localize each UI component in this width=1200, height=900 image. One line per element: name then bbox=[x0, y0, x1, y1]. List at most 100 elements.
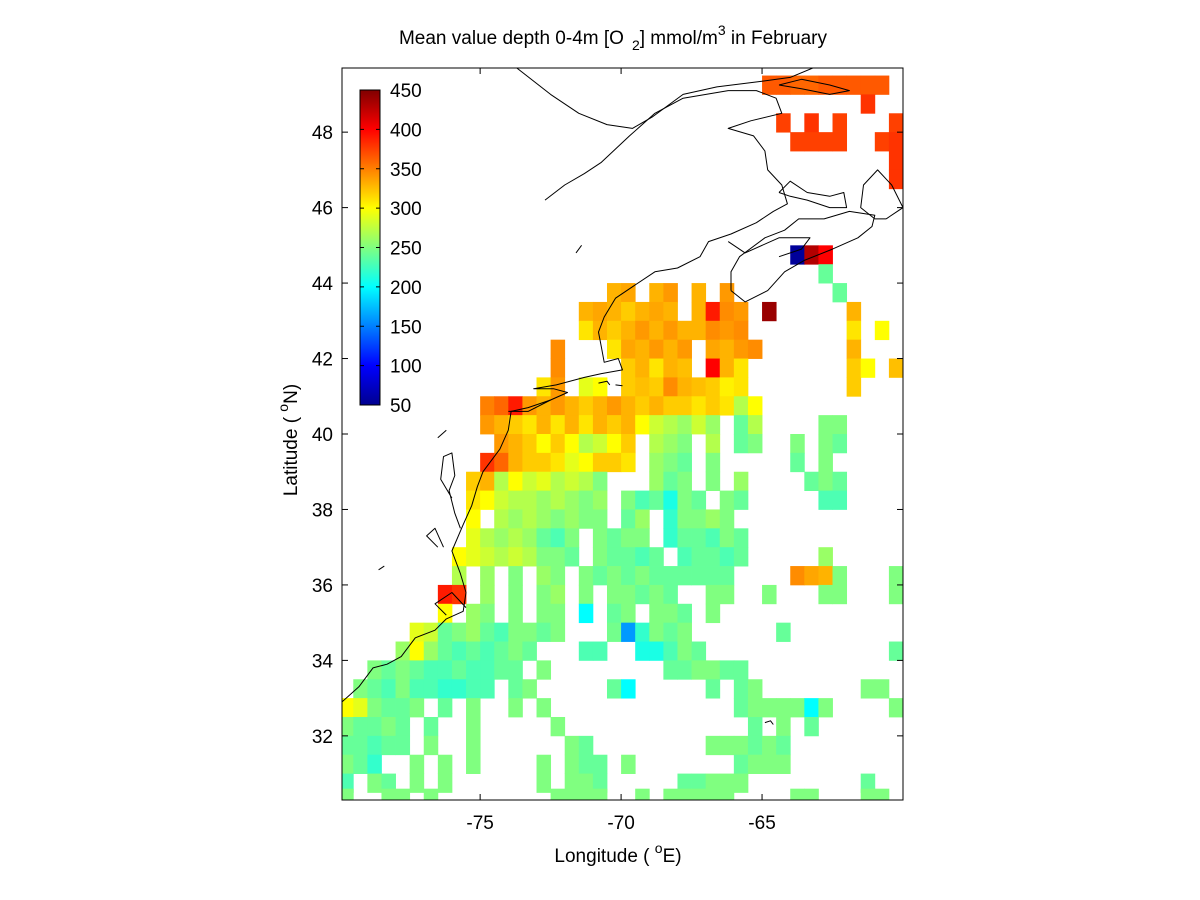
heatmap-cell bbox=[804, 113, 819, 133]
heatmap-cell bbox=[663, 377, 678, 397]
heatmap-cell bbox=[832, 434, 848, 454]
heatmap-cell bbox=[578, 452, 594, 473]
heatmap-cell bbox=[466, 603, 481, 624]
heatmap-cell bbox=[635, 509, 650, 529]
heatmap-cell bbox=[649, 471, 664, 491]
heatmap-cell bbox=[536, 415, 552, 435]
heatmap-cell bbox=[536, 471, 552, 491]
heatmap-cell bbox=[423, 622, 439, 642]
heatmap-cell bbox=[747, 679, 763, 699]
heatmap-cell bbox=[691, 283, 707, 303]
heatmap-cell bbox=[550, 716, 566, 737]
heatmap-cell bbox=[635, 377, 650, 397]
coastline-segment bbox=[778, 180, 848, 209]
heatmap-cell bbox=[691, 396, 707, 416]
heatmap-cell bbox=[818, 75, 833, 95]
heatmap-cell bbox=[508, 622, 523, 642]
heatmap-cell bbox=[790, 132, 805, 152]
heatmap-cell bbox=[804, 471, 819, 491]
heatmap-cell bbox=[874, 788, 890, 800]
heatmap-cell bbox=[705, 547, 721, 567]
heatmap-cell bbox=[578, 754, 594, 774]
heatmap-cell bbox=[804, 245, 819, 265]
heatmap-cell bbox=[705, 509, 721, 529]
coastline-segment bbox=[575, 245, 583, 254]
heatmap-cell bbox=[578, 415, 594, 435]
heatmap-cell bbox=[592, 528, 608, 548]
heatmap-cell bbox=[846, 320, 862, 341]
heatmap-cell bbox=[649, 358, 664, 378]
heatmap-cell bbox=[550, 358, 566, 378]
heatmap-cells bbox=[342, 75, 903, 800]
heatmap-cell bbox=[663, 339, 678, 359]
heatmap-cell bbox=[677, 415, 692, 435]
heatmap-cell bbox=[536, 434, 552, 454]
heatmap-cell bbox=[508, 698, 523, 718]
heatmap-cell bbox=[536, 698, 552, 718]
heatmap-cell bbox=[508, 509, 523, 529]
heatmap-cell bbox=[466, 716, 481, 737]
heatmap-cell bbox=[522, 396, 537, 416]
heatmap-cell bbox=[508, 415, 523, 435]
heatmap-cell bbox=[578, 735, 594, 756]
heatmap-cell bbox=[621, 358, 636, 378]
heatmap-cell bbox=[705, 679, 721, 699]
heatmap-cell bbox=[719, 566, 735, 586]
heatmap-cell bbox=[804, 698, 819, 718]
heatmap-cell bbox=[635, 566, 650, 586]
heatmap-cell bbox=[550, 434, 566, 454]
heatmap-cell bbox=[733, 301, 749, 322]
heatmap-cell bbox=[719, 301, 735, 322]
heatmap-cell bbox=[677, 471, 692, 491]
heatmap-cell bbox=[578, 471, 594, 491]
heatmap-cell bbox=[874, 320, 890, 341]
heatmap-cell bbox=[508, 547, 523, 567]
heatmap-cell bbox=[705, 603, 721, 624]
heatmap-cell bbox=[804, 566, 819, 586]
heatmap-cell bbox=[677, 788, 692, 800]
heatmap-cell bbox=[367, 716, 382, 737]
heatmap-cell bbox=[705, 339, 721, 359]
heatmap-cell bbox=[719, 339, 735, 359]
heatmap-cell bbox=[846, 377, 862, 397]
heatmap-cell bbox=[860, 358, 876, 378]
heatmap-cell bbox=[578, 490, 594, 510]
heatmap-cell bbox=[804, 788, 819, 800]
coastline-segment bbox=[516, 68, 813, 129]
heatmap-cell bbox=[677, 622, 692, 642]
heatmap-cell bbox=[635, 788, 650, 800]
heatmap-cell bbox=[480, 679, 495, 699]
heatmap-cell bbox=[719, 320, 735, 341]
heatmap-cell bbox=[649, 320, 664, 341]
heatmap-cell bbox=[635, 547, 650, 567]
heatmap-cell bbox=[621, 547, 636, 567]
heatmap-cell bbox=[342, 773, 354, 793]
heatmap-cell bbox=[564, 471, 580, 491]
heatmap-cell bbox=[621, 528, 636, 548]
heatmap-cell bbox=[592, 396, 608, 416]
x-tick-label: -70 bbox=[607, 813, 634, 834]
heatmap-cell bbox=[804, 132, 819, 152]
heatmap-cell bbox=[733, 660, 749, 680]
heatmap-cell bbox=[353, 716, 368, 737]
heatmap-cell bbox=[423, 641, 439, 661]
heatmap-cell bbox=[592, 641, 608, 661]
heatmap-cell bbox=[409, 773, 425, 793]
y-axis: 32 34 36 38 40 42 44 46 48 bbox=[312, 123, 903, 748]
x-tick-label: -75 bbox=[466, 813, 493, 834]
heatmap-cell bbox=[733, 490, 749, 510]
heatmap-cell bbox=[508, 490, 523, 510]
heatmap-cell bbox=[649, 603, 664, 624]
heatmap-cell bbox=[367, 660, 382, 680]
coastline-segment bbox=[598, 380, 611, 386]
coastline-segment bbox=[615, 384, 623, 387]
heatmap-cell bbox=[564, 509, 580, 529]
heatmap-cell bbox=[536, 603, 552, 624]
heatmap-cell bbox=[621, 754, 636, 774]
heatmap-cell bbox=[677, 452, 692, 473]
heatmap-cell bbox=[621, 396, 636, 416]
heatmap-cell bbox=[606, 679, 622, 699]
heatmap-cell bbox=[649, 622, 664, 642]
heatmap-cell bbox=[578, 788, 594, 800]
heatmap-cell bbox=[550, 509, 566, 529]
